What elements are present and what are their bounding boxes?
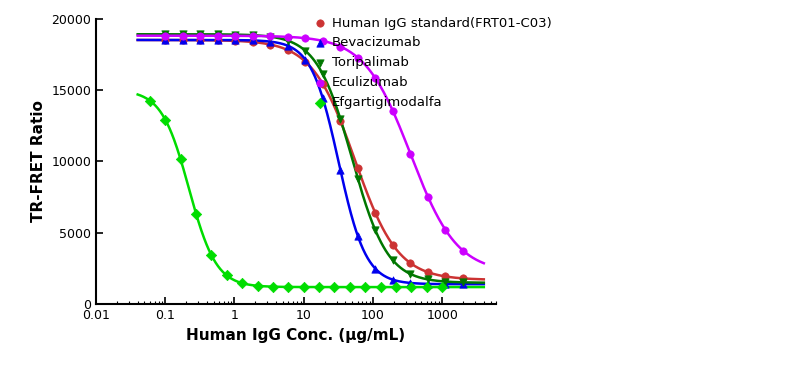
- Human IgG standard(FRT01-C03): [194, 37, 206, 43]
- Eculizumab: [386, 108, 399, 114]
- Efgartigimodalfa: [266, 284, 279, 290]
- Efgartigimodalfa: [205, 252, 218, 258]
- X-axis label: Human IgG Conc. (μg/mL): Human IgG Conc. (μg/mL): [186, 328, 406, 343]
- Eculizumab: [282, 34, 294, 40]
- Bevacizumab: [369, 266, 382, 272]
- Efgartigimodalfa: [159, 116, 172, 122]
- Bevacizumab: [351, 233, 364, 239]
- Eculizumab: [351, 55, 364, 61]
- Efgartigimodalfa: [343, 284, 356, 290]
- Toripalimab: [334, 116, 346, 122]
- Eculizumab: [369, 75, 382, 81]
- Efgartigimodalfa: [313, 284, 326, 290]
- Bevacizumab: [264, 39, 277, 45]
- Legend: Human IgG standard(FRT01-C03), Bevacizumab, Toripalimab, Eculizumab, Efgartigimo: Human IgG standard(FRT01-C03), Bevacizum…: [314, 17, 551, 109]
- Toripalimab: [404, 271, 417, 277]
- Eculizumab: [176, 33, 189, 39]
- Bevacizumab: [282, 43, 294, 49]
- Toripalimab: [317, 71, 330, 77]
- Bevacizumab: [229, 37, 242, 43]
- Efgartigimodalfa: [359, 284, 372, 290]
- Efgartigimodalfa: [328, 284, 341, 290]
- Efgartigimodalfa: [143, 98, 156, 104]
- Human IgG standard(FRT01-C03): [211, 37, 224, 43]
- Toripalimab: [282, 38, 294, 44]
- Eculizumab: [194, 33, 206, 39]
- Efgartigimodalfa: [390, 284, 402, 290]
- Efgartigimodalfa: [190, 211, 202, 217]
- Toripalimab: [386, 257, 399, 263]
- Efgartigimodalfa: [405, 284, 418, 290]
- Bevacizumab: [317, 95, 330, 101]
- Efgartigimodalfa: [298, 284, 310, 290]
- Eculizumab: [404, 151, 417, 157]
- Human IgG standard(FRT01-C03): [404, 260, 417, 266]
- Bevacizumab: [299, 57, 312, 63]
- Human IgG standard(FRT01-C03): [422, 269, 434, 275]
- Eculizumab: [439, 227, 452, 233]
- Human IgG standard(FRT01-C03): [317, 81, 330, 87]
- Eculizumab: [317, 38, 330, 44]
- Human IgG standard(FRT01-C03): [299, 59, 312, 65]
- Bevacizumab: [386, 277, 399, 283]
- Human IgG standard(FRT01-C03): [176, 37, 189, 43]
- Human IgG standard(FRT01-C03): [386, 242, 399, 248]
- Efgartigimodalfa: [220, 272, 233, 278]
- Bevacizumab: [176, 37, 189, 43]
- Efgartigimodalfa: [282, 284, 294, 290]
- Toripalimab: [264, 34, 277, 40]
- Efgartigimodalfa: [420, 284, 433, 290]
- Eculizumab: [299, 35, 312, 41]
- Toripalimab: [369, 227, 382, 233]
- Toripalimab: [229, 32, 242, 37]
- Eculizumab: [457, 247, 470, 253]
- Toripalimab: [211, 32, 224, 37]
- Human IgG standard(FRT01-C03): [457, 275, 470, 281]
- Human IgG standard(FRT01-C03): [229, 38, 242, 44]
- Human IgG standard(FRT01-C03): [246, 39, 259, 45]
- Human IgG standard(FRT01-C03): [264, 42, 277, 47]
- Human IgG standard(FRT01-C03): [159, 37, 172, 43]
- Human IgG standard(FRT01-C03): [439, 273, 452, 279]
- Toripalimab: [159, 31, 172, 37]
- Toripalimab: [457, 279, 470, 285]
- Toripalimab: [176, 31, 189, 37]
- Eculizumab: [422, 194, 434, 200]
- Bevacizumab: [334, 167, 346, 173]
- Efgartigimodalfa: [374, 284, 387, 290]
- Efgartigimodalfa: [174, 157, 187, 162]
- Eculizumab: [246, 33, 259, 39]
- Bevacizumab: [457, 281, 470, 287]
- Eculizumab: [264, 33, 277, 39]
- Toripalimab: [351, 176, 364, 182]
- Eculizumab: [334, 44, 346, 50]
- Efgartigimodalfa: [236, 280, 249, 286]
- Toripalimab: [422, 276, 434, 282]
- Toripalimab: [246, 32, 259, 38]
- Toripalimab: [439, 279, 452, 285]
- Bevacizumab: [404, 280, 417, 286]
- Eculizumab: [229, 33, 242, 39]
- Bevacizumab: [159, 37, 172, 43]
- Y-axis label: TR-FRET Ratio: TR-FRET Ratio: [30, 101, 46, 222]
- Eculizumab: [211, 33, 224, 39]
- Efgartigimodalfa: [436, 284, 449, 290]
- Human IgG standard(FRT01-C03): [351, 165, 364, 171]
- Human IgG standard(FRT01-C03): [369, 210, 382, 216]
- Bevacizumab: [422, 281, 434, 287]
- Efgartigimodalfa: [251, 283, 264, 289]
- Eculizumab: [159, 33, 172, 39]
- Bevacizumab: [439, 281, 452, 287]
- Human IgG standard(FRT01-C03): [282, 47, 294, 53]
- Human IgG standard(FRT01-C03): [334, 118, 346, 124]
- Bevacizumab: [246, 37, 259, 43]
- Toripalimab: [194, 31, 206, 37]
- Bevacizumab: [211, 37, 224, 43]
- Bevacizumab: [194, 37, 206, 43]
- Toripalimab: [299, 48, 312, 54]
